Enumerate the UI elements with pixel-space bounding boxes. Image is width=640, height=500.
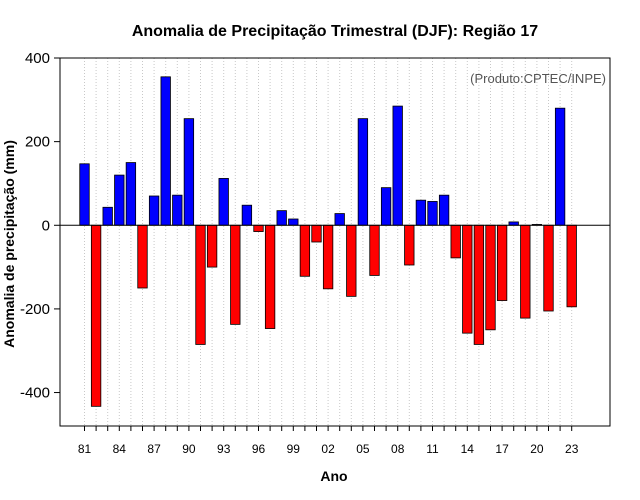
x-tick-label: 11 — [426, 442, 439, 456]
y-tick-label: 200 — [25, 134, 50, 151]
bar-1993 — [218, 178, 229, 226]
x-tick-label: 02 — [321, 442, 335, 456]
bar-1998 — [276, 210, 287, 226]
bar-1989 — [172, 194, 183, 226]
bar-2004 — [346, 224, 357, 297]
bar-1994 — [230, 224, 241, 325]
x-tick-label: 90 — [182, 442, 196, 456]
bar-2013 — [450, 224, 461, 259]
bar-2002 — [322, 224, 334, 290]
y-axis-title: Anomalia de precipitação (mm) — [1, 140, 17, 348]
y-tick-label: -200 — [20, 301, 50, 318]
y-tick-label: 400 — [25, 50, 50, 67]
bar-1996 — [253, 224, 264, 232]
bar-2021 — [543, 224, 554, 312]
bar-1981 — [79, 163, 90, 226]
bar-2003 — [334, 213, 345, 226]
bar-1986 — [137, 224, 148, 289]
bar-1992 — [206, 224, 218, 268]
bar-2001 — [311, 224, 322, 243]
x-axis: 81 84 87 90 93 96 99 02 05 08 11 14 17 20 23 — [78, 426, 579, 456]
bar-1987 — [148, 195, 160, 226]
bar-2016 — [485, 224, 496, 331]
bar-1990 — [183, 118, 195, 226]
bar-2023 — [566, 224, 577, 308]
bar-1988 — [160, 76, 171, 226]
y-axis: -400 -200 0 200 400 — [20, 50, 60, 402]
x-tick-label: 05 — [356, 442, 370, 456]
bar-2010 — [415, 199, 427, 226]
bars — [79, 76, 577, 407]
bar-2009 — [404, 224, 415, 266]
bar-2014 — [462, 224, 473, 334]
x-tick-label: 96 — [252, 442, 266, 456]
bar-1983 — [102, 206, 113, 226]
x-tick-label: 17 — [495, 442, 509, 456]
bar-1982 — [90, 224, 102, 407]
chart-title: Anomalia de Precipitação Trimestral (DJF… — [132, 23, 538, 40]
bar-1984 — [114, 174, 125, 226]
x-tick-label: 84 — [113, 442, 127, 456]
bar-1991 — [195, 224, 206, 345]
x-tick-label: 23 — [565, 442, 579, 456]
y-tick-label: 0 — [42, 217, 50, 234]
bar-1995 — [241, 204, 253, 226]
x-tick-label: 81 — [78, 442, 92, 456]
bar-1999 — [288, 218, 299, 226]
bar-2015 — [473, 224, 485, 345]
x-axis-title: Ano — [320, 468, 347, 484]
bar-2012 — [438, 194, 450, 226]
bar-2005 — [357, 118, 369, 226]
bar-2017 — [496, 224, 508, 301]
bar-2007 — [380, 187, 392, 226]
credit-label: (Produto:CPTEC/INPE) — [470, 71, 606, 86]
bar-2019 — [520, 224, 531, 319]
bar-2011 — [427, 201, 438, 226]
plot-frame — [59, 57, 611, 427]
bar-2008 — [392, 105, 403, 226]
y-tick-label: -400 — [20, 385, 50, 402]
bar-2000 — [299, 224, 311, 277]
x-tick-label: 87 — [147, 442, 161, 456]
x-tick-label: 99 — [287, 442, 301, 456]
bar-1997 — [264, 224, 276, 329]
x-tick-label: 93 — [217, 442, 231, 456]
bar-2006 — [369, 224, 380, 276]
bar-2022 — [554, 107, 566, 226]
bar-1985 — [125, 162, 137, 226]
x-tick-label: 20 — [530, 442, 544, 456]
x-tick-label: 08 — [391, 442, 405, 456]
x-tick-label: 14 — [461, 442, 475, 456]
